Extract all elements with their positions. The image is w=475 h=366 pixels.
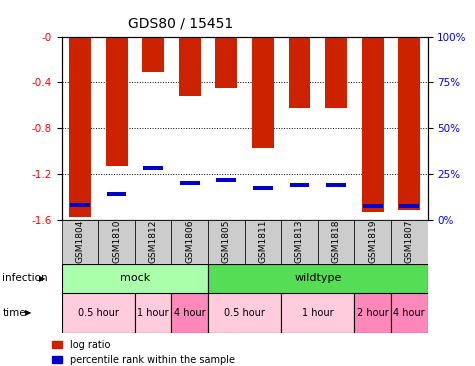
- Bar: [180, 181, 200, 185]
- Bar: [62, 264, 208, 293]
- Bar: [363, 204, 382, 208]
- Bar: [135, 293, 171, 333]
- Bar: [179, 37, 201, 96]
- Text: 4 hour: 4 hour: [393, 308, 425, 318]
- Bar: [398, 37, 420, 210]
- Text: GSM1819: GSM1819: [368, 220, 377, 263]
- Text: GSM1806: GSM1806: [185, 220, 194, 263]
- Bar: [217, 178, 236, 182]
- Text: GDS80 / 15451: GDS80 / 15451: [128, 16, 234, 30]
- Bar: [62, 220, 98, 264]
- Text: 4 hour: 4 hour: [174, 308, 206, 318]
- Bar: [105, 37, 128, 166]
- Text: GSM1810: GSM1810: [112, 220, 121, 263]
- Text: 1 hour: 1 hour: [302, 308, 333, 318]
- Bar: [245, 220, 281, 264]
- Text: GSM1812: GSM1812: [149, 220, 158, 263]
- Text: 0.5 hour: 0.5 hour: [224, 308, 265, 318]
- Bar: [208, 293, 281, 333]
- Bar: [326, 183, 346, 187]
- Text: 0.5 hour: 0.5 hour: [78, 308, 119, 318]
- Bar: [171, 220, 208, 264]
- Bar: [318, 220, 354, 264]
- Text: GSM1804: GSM1804: [76, 220, 85, 263]
- Text: time: time: [2, 308, 26, 318]
- Bar: [143, 166, 163, 170]
- Bar: [70, 203, 90, 207]
- Text: ▶: ▶: [25, 309, 31, 317]
- Text: GSM1811: GSM1811: [258, 220, 267, 263]
- Text: 1 hour: 1 hour: [137, 308, 169, 318]
- Bar: [290, 183, 309, 187]
- Bar: [135, 220, 171, 264]
- Bar: [142, 37, 164, 72]
- Text: infection: infection: [2, 273, 48, 283]
- Text: GSM1805: GSM1805: [222, 220, 231, 263]
- Text: GSM1807: GSM1807: [405, 220, 414, 263]
- Text: GSM1813: GSM1813: [295, 220, 304, 263]
- Bar: [281, 293, 354, 333]
- Text: wildtype: wildtype: [294, 273, 342, 283]
- Bar: [171, 293, 208, 333]
- Text: GSM1818: GSM1818: [332, 220, 341, 263]
- Legend: log ratio, percentile rank within the sample: log ratio, percentile rank within the sa…: [52, 340, 235, 365]
- Text: 2 hour: 2 hour: [357, 308, 389, 318]
- Bar: [361, 37, 384, 212]
- Bar: [354, 293, 391, 333]
- Bar: [208, 264, 428, 293]
- Bar: [281, 220, 318, 264]
- Bar: [391, 293, 428, 333]
- Bar: [252, 37, 274, 147]
- Bar: [253, 186, 273, 190]
- Bar: [62, 293, 135, 333]
- Text: ▶: ▶: [39, 274, 46, 283]
- Bar: [354, 220, 391, 264]
- Bar: [208, 220, 245, 264]
- Bar: [98, 220, 135, 264]
- Text: mock: mock: [120, 273, 150, 283]
- Bar: [288, 37, 311, 108]
- Bar: [69, 37, 91, 217]
- Bar: [391, 220, 428, 264]
- Bar: [399, 204, 419, 208]
- Bar: [325, 37, 347, 108]
- Bar: [215, 37, 238, 88]
- Bar: [107, 193, 126, 197]
